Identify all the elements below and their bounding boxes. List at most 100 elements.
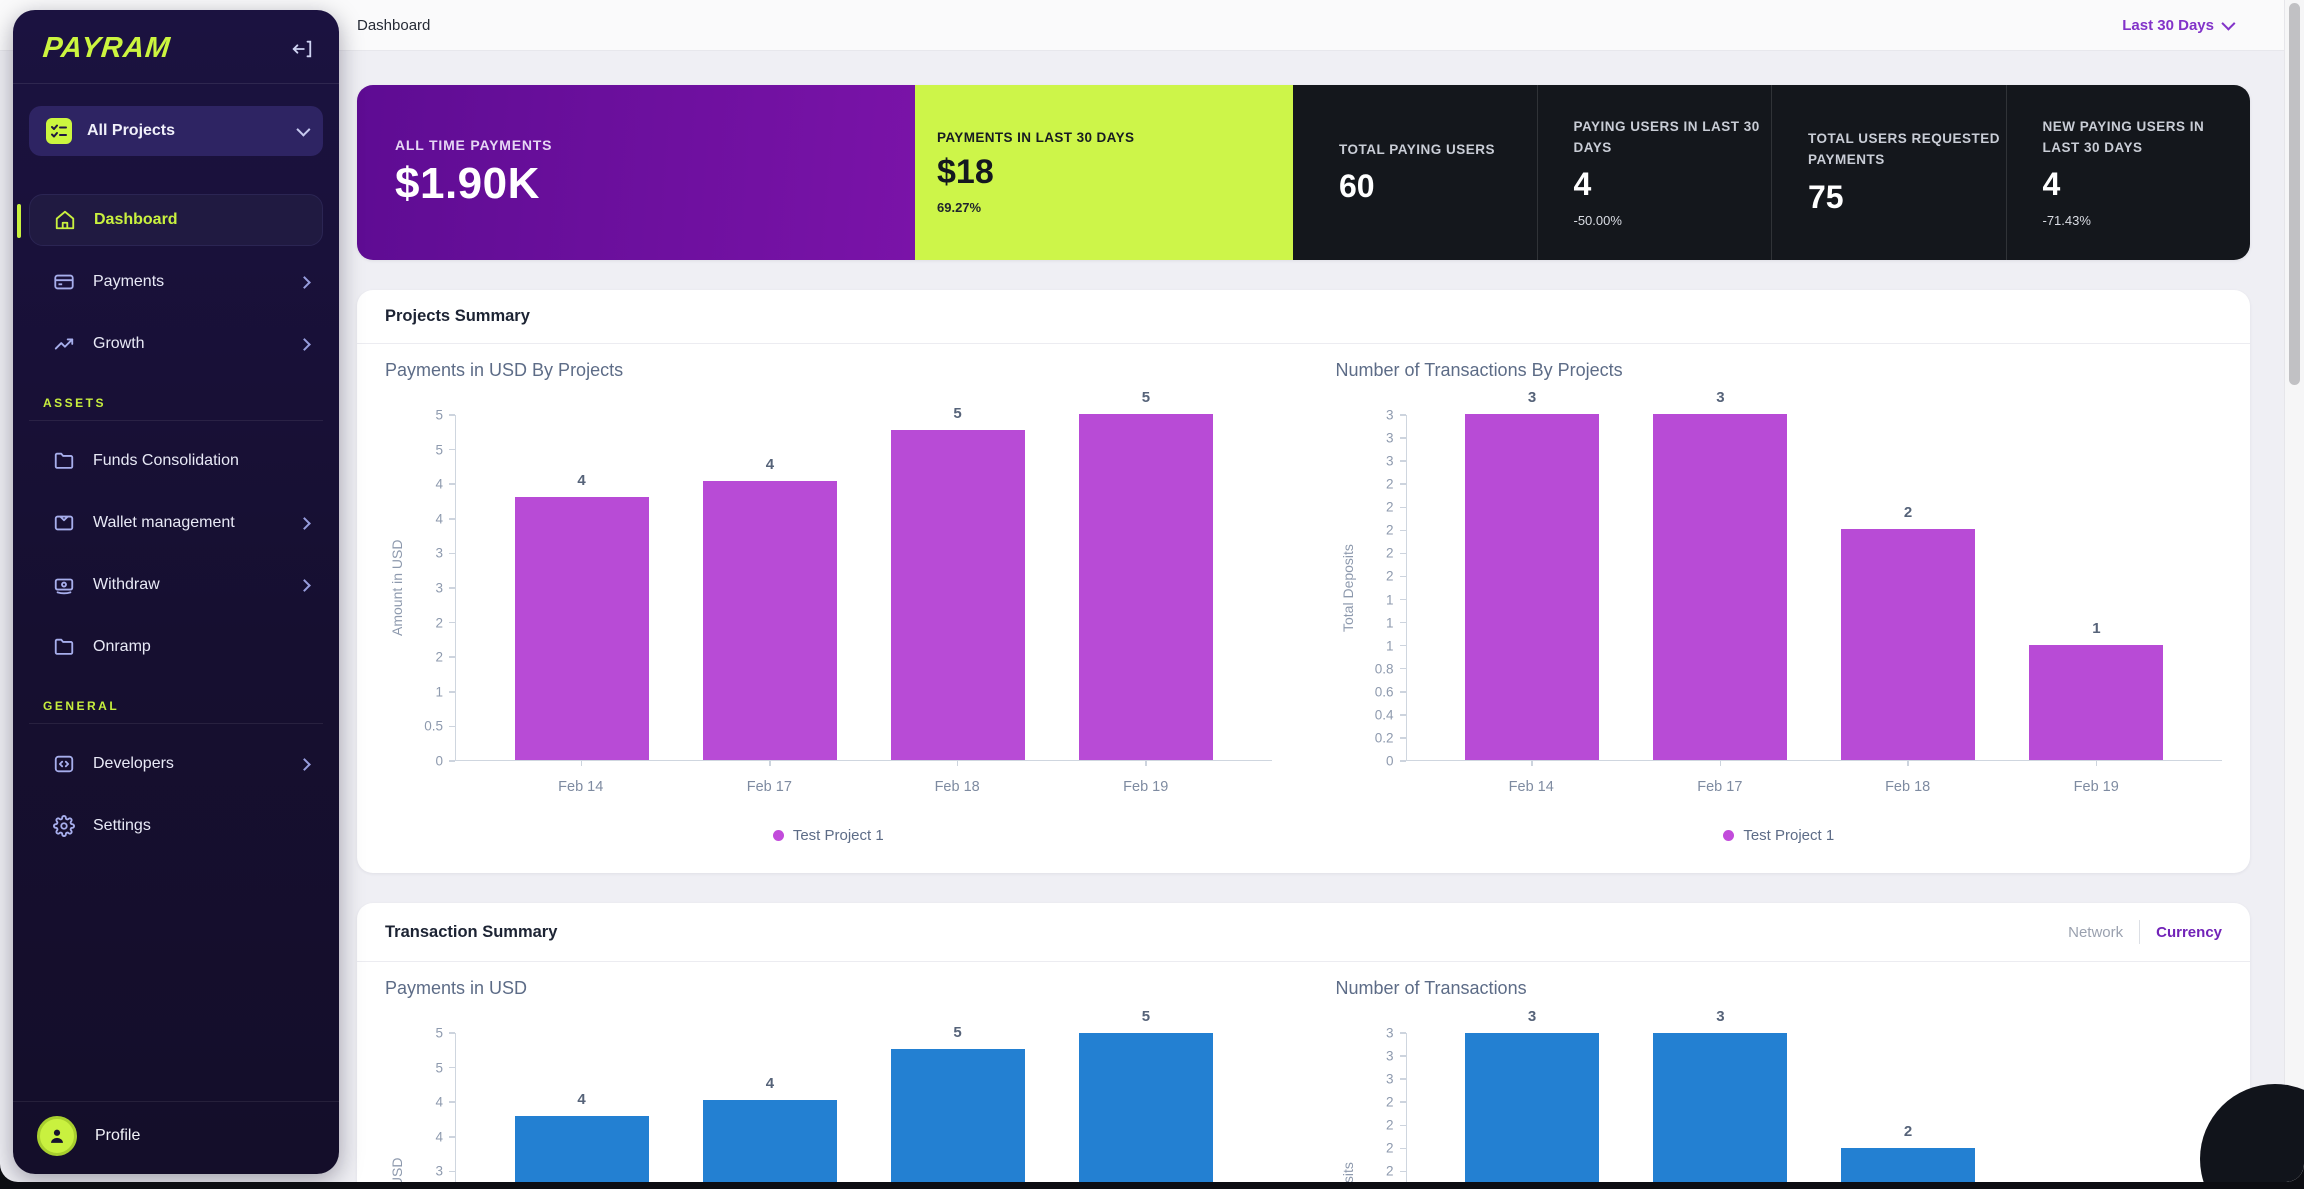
sidebar-item-withdraw[interactable]: Withdraw	[29, 559, 323, 611]
sidebar-item-label: Wallet management	[93, 514, 235, 531]
projects-summary-title: Projects Summary	[385, 307, 530, 325]
chevron-right-icon	[298, 516, 311, 530]
stat-value: $1.90K	[395, 158, 540, 208]
stat-value: 4	[1573, 166, 1592, 203]
chart-legend[interactable]: Test Project 1	[1336, 823, 2223, 847]
bar-feb-18[interactable]	[1841, 529, 1976, 760]
project-selector-label: All Projects	[87, 122, 176, 139]
y-tick-label: 3	[1385, 430, 1394, 446]
bar-feb-14[interactable]	[1465, 1033, 1600, 1182]
tab-currency[interactable]: Currency	[2156, 923, 2222, 941]
bar-feb-17[interactable]	[702, 481, 837, 760]
chart-payments-usd: Payments in USDAmount in USD5544332210.5…	[385, 978, 1272, 1182]
y-tick-mark	[449, 1101, 455, 1103]
bar-value-label: 5	[1141, 1008, 1151, 1025]
y-tick-label: 5	[435, 407, 443, 423]
legend-dot-icon	[772, 829, 784, 841]
bar-value-label: 4	[765, 1075, 775, 1093]
stat-col-new-paying-users-30d: NEW PAYING USERS IN LAST 30 DAYS 4 -71.4…	[2005, 85, 2241, 260]
y-tick-mark	[1399, 414, 1406, 416]
tab-network[interactable]: Network	[2068, 923, 2124, 941]
stat-label: TOTAL PAYING USERS	[1339, 141, 1496, 157]
bar-value-label: 5	[1141, 389, 1151, 406]
sidebar-item-payments[interactable]: Payments	[29, 256, 323, 308]
y-tick-label: 0.6	[1374, 684, 1394, 700]
bar-feb-18[interactable]	[890, 1048, 1025, 1182]
bar-feb-14[interactable]	[514, 497, 649, 760]
sidebar-item-label: Settings	[93, 817, 151, 834]
sidebar-item-label: Growth	[93, 335, 145, 352]
sidebar-item-settings[interactable]: Settings	[29, 800, 323, 852]
bar-feb-14[interactable]	[1465, 414, 1600, 760]
bar-feb-18[interactable]	[890, 429, 1025, 760]
bar-feb-18[interactable]	[1841, 1148, 1976, 1182]
profile-button[interactable]: Profile	[13, 1101, 339, 1174]
bar-value-label: 5	[953, 1023, 962, 1041]
bar-value-label: 3	[1527, 389, 1537, 406]
legend-label: Test Project 1	[1743, 826, 1835, 844]
trending-up-icon	[53, 333, 77, 355]
x-tick-mark	[2095, 760, 2098, 766]
bar-feb-19[interactable]	[1078, 414, 1213, 760]
sidebar-item-growth[interactable]: Growth	[29, 318, 323, 370]
bar-feb-17[interactable]	[702, 1100, 837, 1182]
chart-title: Number of Transactions By Projects	[1335, 360, 1623, 380]
chart-title: Number of Transactions	[1335, 978, 1527, 998]
y-tick-label: 3	[1385, 453, 1394, 469]
sidebar-item-label: Withdraw	[93, 576, 160, 593]
chevron-right-icon	[298, 337, 311, 351]
sidebar-item-funds-consolidation[interactable]: Funds Consolidation	[29, 435, 323, 487]
sidebar-item-dashboard[interactable]: Dashboard	[17, 194, 323, 246]
y-tick-label: 4	[435, 511, 443, 527]
x-tick-label: Feb 17	[746, 779, 792, 795]
x-axis-labels: Feb 14 Feb 17 Feb 18 Feb 19	[1406, 773, 2223, 807]
y-tick-mark	[449, 414, 455, 416]
projects-summary-body: Payments in USD By Projects Amount in USD…	[357, 344, 2250, 873]
toggle-divider	[2139, 920, 2141, 944]
stat-percent: -50.00%	[1573, 213, 1622, 229]
stat-label: NEW PAYING USERS IN LAST 30 DAYS	[2042, 118, 2205, 155]
bar-feb-17[interactable]	[1653, 414, 1788, 760]
bar-feb-17[interactable]	[1653, 1033, 1788, 1182]
y-tick-mark	[1399, 483, 1406, 485]
y-tick-mark	[449, 1032, 455, 1034]
x-tick-mark	[1719, 760, 1722, 766]
legend-label: Test Project 1	[792, 826, 884, 844]
y-tick-mark	[449, 483, 455, 485]
y-tick-label: 0.5	[424, 718, 443, 734]
y-tick-label: 1	[1385, 615, 1394, 631]
y-tick-mark	[1399, 737, 1406, 739]
stat-label: PAYMENTS IN LAST 30 DAYS	[937, 130, 1135, 145]
project-selector[interactable]: All Projects	[29, 106, 323, 156]
sidebar-item-developers[interactable]: Developers	[29, 738, 323, 790]
date-range-selector[interactable]: Last 30 Days	[2122, 17, 2236, 34]
x-tick-label: Feb 18	[1885, 779, 1931, 795]
y-tick-label: 3	[435, 580, 443, 596]
y-tick-label: 5	[435, 1060, 443, 1076]
sidebar-item-label: Payments	[93, 273, 165, 290]
y-tick-label: 2	[1385, 568, 1394, 584]
transaction-summary-header: Transaction Summary Network Currency	[357, 903, 2250, 962]
x-axis-labels: Feb 14 Feb 17 Feb 18 Feb 19	[455, 773, 1272, 807]
x-tick-mark	[580, 760, 583, 766]
y-tick-mark	[1399, 1124, 1406, 1127]
bar-feb-14[interactable]	[514, 1116, 649, 1182]
sidebar-item-onramp[interactable]: Onramp	[29, 621, 323, 673]
scrollbar-thumb[interactable]	[2289, 3, 2300, 385]
y-tick-mark	[449, 621, 455, 624]
vertical-scrollbar[interactable]	[2284, 0, 2304, 1182]
y-tick-mark	[1399, 575, 1406, 578]
folder-icon	[53, 636, 77, 658]
y-tick-label: 2	[435, 649, 443, 665]
y-tick-mark	[449, 518, 455, 520]
bar-feb-19[interactable]	[1078, 1033, 1213, 1182]
collapse-sidebar-icon[interactable]	[291, 38, 313, 60]
y-tick-mark	[449, 725, 455, 728]
sidebar-item-wallet-management[interactable]: Wallet management	[29, 497, 323, 549]
active-indicator	[17, 204, 21, 238]
y-tick-mark	[449, 587, 455, 589]
y-tick-label: 2	[435, 615, 443, 631]
bar-feb-19[interactable]	[2029, 644, 2164, 760]
chart-legend[interactable]: Test Project 1	[385, 823, 1272, 847]
stat-card-payments-last-30-days: PAYMENTS IN LAST 30 DAYS $18 69.27%	[915, 85, 1293, 260]
